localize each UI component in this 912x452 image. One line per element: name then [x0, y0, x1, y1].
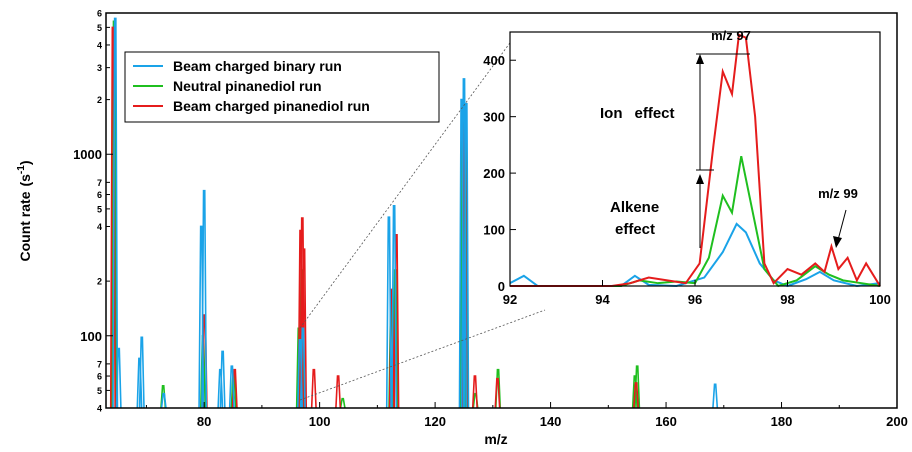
main-x-tick-label: 160 — [655, 414, 677, 429]
main-peak-beam-charged-binary-run — [463, 102, 470, 409]
inset-y-tick-label: 0 — [498, 279, 505, 294]
inset-line-beam-charged-pinanediol-run — [510, 33, 881, 287]
inset-y-tick-label: 400 — [483, 53, 505, 68]
zoom-guide-lower — [299, 309, 546, 401]
main-series-beam-charged-binary-run — [112, 17, 719, 409]
alkene-effect-label-2: effect — [615, 221, 655, 238]
main-y-minor-tick-label: 6 — [97, 190, 102, 200]
main-y-axis-label: Count rate(s-1) — [16, 160, 33, 261]
ion-effect-label: Ion effect — [600, 105, 675, 122]
inset-x-tick-label: 98 — [780, 292, 794, 307]
main-y-minor-tick-label: 5 — [97, 204, 102, 214]
inset-x-tick-label: 100 — [869, 292, 891, 307]
main-peak-beam-charged-binary-run — [385, 216, 392, 409]
inset-line-neutral-pinanediol-run — [510, 155, 881, 288]
legend-item-neutral: Neutral pinanediol run — [133, 78, 322, 94]
main-y-tick-label: 1000 — [73, 147, 102, 162]
main-x-tick-label: 140 — [540, 414, 562, 429]
legend-label-charged: Beam charged pinanediol run — [173, 98, 370, 114]
main-y-minor-tick-label: 2 — [97, 277, 102, 287]
main-x-ticks: 80 100 120 140 160 180 200 — [145, 402, 908, 429]
main-x-axis-label: m/z — [484, 431, 507, 447]
main-peak-beam-charged-binary-run — [712, 383, 719, 409]
inset-y-tick-label: 300 — [483, 110, 505, 125]
main-peak-neutral-pinanediol-run — [339, 397, 346, 409]
legend-box — [124, 51, 440, 123]
main-y-minor-tick-label: 5 — [97, 23, 102, 33]
main-peak-beam-charged-binary-run — [160, 392, 167, 409]
main-peak-beam-charged-binary-run — [112, 17, 119, 409]
main-peak-beam-charged-pinanediol-run — [335, 375, 342, 409]
main-peak-beam-charged-binary-run — [299, 327, 306, 409]
main-peak-beam-charged-binary-run — [138, 336, 145, 409]
main-x-tick-label: 200 — [886, 414, 908, 429]
main-peak-beam-charged-binary-run — [201, 189, 208, 409]
inset-y-tick-label: 200 — [483, 166, 505, 181]
main-y-ticks: 100 1000 4 5 6 7 2 4 5 6 7 2 3 4 5 6 — [73, 9, 113, 414]
zoom-guide-upper — [299, 35, 516, 329]
inset-y-tick-label: 100 — [483, 223, 505, 238]
annotation-mz99-arrowhead — [833, 236, 842, 248]
annotation-mz99-arrow — [837, 209, 847, 241]
main-y-minor-tick-label: 7 — [97, 359, 102, 369]
legend-label-binary: Beam charged binary run — [173, 58, 342, 74]
annotation-mz99-label: m/z 99 — [818, 186, 858, 201]
inset-plot: 92 94 96 98 100 0 100 200 300 400 m/z 97 Ion effe… — [483, 28, 891, 307]
inset-background — [510, 32, 880, 286]
main-plot: 80 100 120 140 160 180 200 1001000456724567234… — [16, 9, 908, 448]
ion-effect-arrowhead — [696, 54, 704, 64]
inset-y-ticks: 0 100 200 300 400 — [483, 53, 516, 294]
main-peak-beam-charged-binary-run — [391, 204, 398, 409]
inset-x-tick-label: 94 — [595, 292, 610, 307]
main-x-tick-label: 80 — [197, 414, 211, 429]
main-y-minor-tick-label: 4 — [97, 222, 102, 232]
main-peak-beam-charged-binary-run — [228, 365, 235, 409]
main-x-tick-label: 100 — [309, 414, 331, 429]
main-peak-beam-charged-pinanediol-run — [310, 368, 317, 409]
annotation-ion-effect: Ion effect — [600, 54, 714, 171]
inset-x-tick-label: 96 — [688, 292, 702, 307]
legend-item-charged: Beam charged pinanediol run — [133, 98, 370, 114]
main-peak-beam-charged-binary-run — [115, 347, 122, 409]
alkene-effect-arrowhead — [696, 174, 704, 184]
main-y-minor-tick-label: 6 — [97, 9, 102, 19]
main-series-group — [109, 17, 719, 409]
main-peak-beam-charged-pinanediol-run — [494, 377, 501, 409]
annotation-mz97: m/z 97 — [696, 28, 751, 55]
main-plot-frame — [105, 12, 898, 409]
alkene-effect-label-1: Alkene — [610, 199, 659, 216]
annotation-alkene-effect: Alkene effect — [610, 174, 704, 248]
annotation-mz99: m/z 99 — [818, 186, 858, 248]
annotation-mz97-label: m/z 97 — [711, 28, 751, 43]
legend-label-neutral: Neutral pinanediol run — [173, 78, 322, 94]
main-x-tick-label: 120 — [424, 414, 446, 429]
main-y-minor-tick-label: 5 — [97, 386, 102, 396]
main-y-tick-label: 100 — [80, 329, 102, 344]
legend: Beam charged binary run Neutral pinanedi… — [124, 51, 440, 123]
main-peak-beam-charged-pinanediol-run — [633, 382, 640, 409]
inset-x-ticks: 92 94 96 98 100 — [503, 280, 891, 307]
main-y-minor-tick-label: 4 — [97, 40, 102, 50]
legend-item-binary: Beam charged binary run — [133, 58, 342, 74]
main-peak-beam-charged-binary-run — [219, 350, 226, 409]
main-x-tick-label: 180 — [771, 414, 793, 429]
main-y-minor-tick-label: 7 — [97, 178, 102, 188]
inset-x-tick-label: 92 — [503, 292, 517, 307]
main-peak-beam-charged-pinanediol-run — [299, 217, 306, 409]
main-y-minor-tick-label: 2 — [97, 95, 102, 105]
main-y-minor-tick-label: 4 — [97, 404, 102, 414]
main-peak-beam-charged-pinanediol-run — [471, 375, 478, 409]
main-y-minor-tick-label: 6 — [97, 372, 102, 382]
main-y-minor-tick-label: 3 — [97, 63, 102, 73]
